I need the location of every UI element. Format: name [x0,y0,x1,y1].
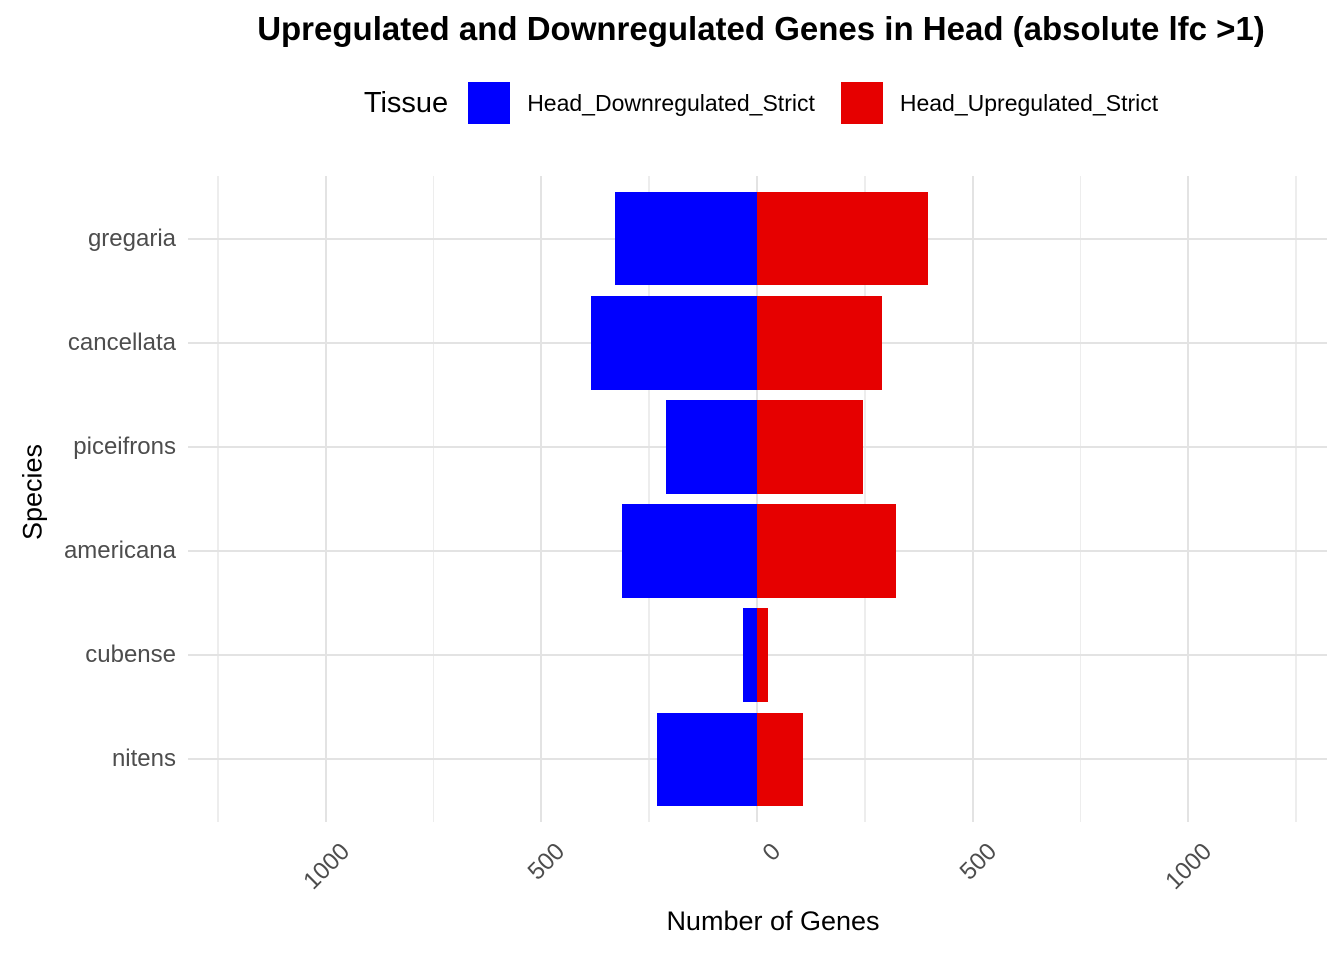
x-axis-title: Number of Genes [666,906,880,936]
bar-head-downregulated [743,608,757,703]
legend: Tissue Head_Downregulated_Strict Head_Upr… [186,78,1336,128]
gridline-minor-x [217,176,219,822]
y-axis-title: Species [17,443,48,541]
bar-head-upregulated [756,504,896,598]
y-tick-label: cancellata [67,328,176,356]
gridline-minor-x [864,176,866,822]
x-tick-label: 500 [954,838,1002,886]
bar-head-downregulated [614,191,757,286]
legend-title: Tissue [363,86,449,119]
bar-head-upregulated [756,712,803,807]
gridline-major-x [971,176,974,822]
gridline-major-x [755,176,758,822]
bar-head-upregulated [756,191,928,286]
bar-head-upregulated [756,400,863,494]
legend-swatch [468,82,511,124]
gridline-major-x [540,176,543,822]
legend-item: Head_Downregulated_Strict [468,82,815,124]
legend-item-label: Head_Upregulated_Strict [899,89,1159,116]
y-tick-label: cubense [85,641,176,669]
bar-head-downregulated [590,295,757,390]
gridline-major-y [188,758,1327,761]
y-tick-label: americana [63,537,176,565]
gridline-major-y [188,654,1327,657]
gridline-major-y [188,445,1327,448]
legend-item-label: Head_Downregulated_Strict [527,89,815,116]
chart-title: Upregulated and Downregulated Genes in H… [257,10,1265,47]
bar-head-upregulated [756,608,769,703]
x-tick-label: 0 [757,838,787,867]
gridline-major-y [188,550,1327,553]
gridline-major-x [1187,176,1190,822]
bar-head-downregulated [656,712,757,807]
gridline-minor-x [432,176,435,822]
bar-head-downregulated [622,504,757,598]
gridline-minor-x [1079,176,1082,822]
gridline-major-x [324,176,327,822]
x-tick-label: 500 [523,838,571,886]
gridline-major-y [188,237,1327,240]
gridline-major-y [188,341,1327,344]
gridline-minor-x [648,176,650,822]
legend-swatch [840,82,883,124]
bar-head-upregulated [756,295,882,390]
legend-item: Head_Upregulated_Strict [840,82,1159,124]
legend-items: Head_Downregulated_Strict Head_Upregulate… [468,82,1158,124]
y-tick-label: nitens [111,745,176,773]
gridline-minor-x [1295,176,1297,822]
bar-head-downregulated [665,400,757,494]
x-tick-label: 1000 [298,838,355,895]
y-tick-label: gregaria [87,224,176,252]
x-tick-label: 1000 [1160,838,1218,895]
